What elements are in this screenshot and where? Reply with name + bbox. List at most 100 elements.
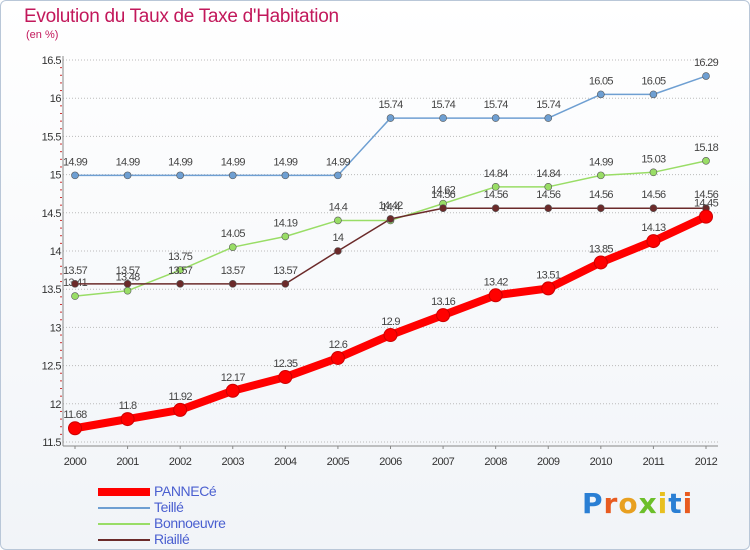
data-point [699, 209, 713, 224]
proxiti-logo: Proxiti [582, 487, 693, 520]
data-point [544, 183, 553, 191]
data-point [123, 286, 132, 295]
data-point [386, 114, 395, 122]
y-tick-label: 15 [50, 170, 62, 182]
data-point [439, 204, 447, 213]
data-point [334, 247, 342, 255]
y-tick-label: 12.5 [42, 361, 62, 373]
data-label: 15.03 [641, 153, 666, 165]
x-tick-label: 2002 [169, 456, 192, 468]
data-label: 16.29 [694, 57, 719, 69]
line-chart: 11.5 12 12.5 13 13.5 14 14.5 15 15.5 16 16.5 2000 20… [42, 55, 720, 468]
data-point [334, 216, 342, 225]
y-tick-label: 12 [50, 399, 62, 411]
data-point [71, 280, 79, 288]
data-point [544, 204, 553, 213]
x-tick-label: 2011 [643, 456, 665, 468]
data-label: 14.56 [641, 189, 666, 201]
data-point [281, 232, 290, 241]
data-label: 14.99 [221, 156, 246, 168]
data-label: 14.42 [378, 200, 403, 212]
x-tick-label: 2007 [432, 456, 455, 468]
data-point [68, 421, 82, 436]
data-point [649, 204, 658, 213]
data-label: 14.4 [381, 201, 400, 213]
legend-swatch [98, 507, 150, 509]
data-label: 14 [332, 232, 343, 244]
logo-letter: i [682, 487, 694, 520]
data-label: 14.84 [536, 168, 561, 180]
data-label: 15.18 [694, 142, 719, 154]
data-point [71, 292, 79, 300]
x-tick-label: 2003 [222, 456, 245, 468]
data-label: 16.05 [641, 75, 666, 87]
chart-unit: (en %) [26, 29, 59, 41]
legend-swatch [98, 523, 150, 525]
data-label: 14.62 [431, 185, 456, 197]
logo-letter: t [668, 487, 683, 520]
y-tick-label: 15.5 [42, 131, 62, 143]
data-point [702, 72, 710, 80]
x-tick-label: 2000 [64, 456, 87, 468]
x-tick-label: 2009 [537, 456, 560, 468]
data-point [281, 280, 290, 288]
data-point [176, 266, 184, 274]
data-point [173, 402, 188, 417]
data-label: 11.68 [63, 409, 87, 421]
data-point [597, 204, 605, 213]
x-tick-label: 2010 [590, 456, 613, 468]
data-label: 13.57 [168, 265, 193, 277]
data-label: 14.56 [431, 189, 456, 201]
data-point [491, 204, 500, 213]
legend: PANNECé Teillé Bonnoeuvre Riaillé [98, 483, 358, 548]
data-label: 14.19 [273, 217, 298, 229]
data-point [541, 281, 556, 296]
data-label: 14.99 [116, 156, 141, 168]
data-label: 15.74 [378, 99, 403, 111]
data-point [330, 350, 345, 365]
logo-letter: P [582, 487, 604, 520]
data-label: 11.8 [119, 400, 137, 412]
legend-label: Bonnoeuvre [154, 515, 226, 531]
data-point [278, 370, 293, 385]
data-label: 12.17 [221, 372, 246, 384]
data-point [123, 171, 132, 180]
data-label: 15.74 [431, 99, 456, 111]
data-label: 13.16 [431, 296, 456, 308]
data-point [120, 412, 135, 427]
data-label: 14.45 [694, 198, 719, 210]
data-point [649, 168, 658, 177]
legend-item: Riaillé [98, 531, 358, 548]
data-label: 13.57 [116, 265, 141, 277]
legend-label: PANNECé [154, 483, 217, 499]
logo-letter: r [603, 487, 619, 520]
data-label: 12.9 [381, 316, 400, 328]
data-label: 14.99 [326, 156, 351, 168]
data-label: 13.57 [63, 265, 88, 277]
data-label: 14.56 [694, 189, 719, 201]
data-label: 14.99 [589, 156, 614, 168]
data-point [439, 114, 447, 122]
data-point [71, 171, 79, 180]
data-point [702, 157, 710, 165]
data-label: 13.57 [273, 265, 298, 277]
x-tick-label: 2008 [484, 456, 507, 468]
legend-swatch [98, 539, 150, 541]
data-point [281, 171, 290, 180]
y-tick-label: 16.5 [42, 55, 62, 67]
data-point [597, 171, 605, 180]
data-label: 13.85 [589, 243, 614, 255]
legend-item: PANNECé [98, 483, 358, 500]
data-label: 11.92 [169, 391, 193, 403]
data-label: 16.05 [589, 75, 614, 87]
data-point [488, 288, 503, 303]
data-point [436, 308, 451, 323]
data-label: 13.75 [168, 251, 193, 263]
data-point [228, 243, 237, 251]
logo-letter: i [657, 487, 669, 520]
y-tick-label: 16 [50, 93, 62, 105]
data-label: 14.56 [589, 189, 614, 201]
legend-item: Bonnoeuvre [98, 515, 358, 532]
data-label: 13.42 [484, 276, 509, 288]
